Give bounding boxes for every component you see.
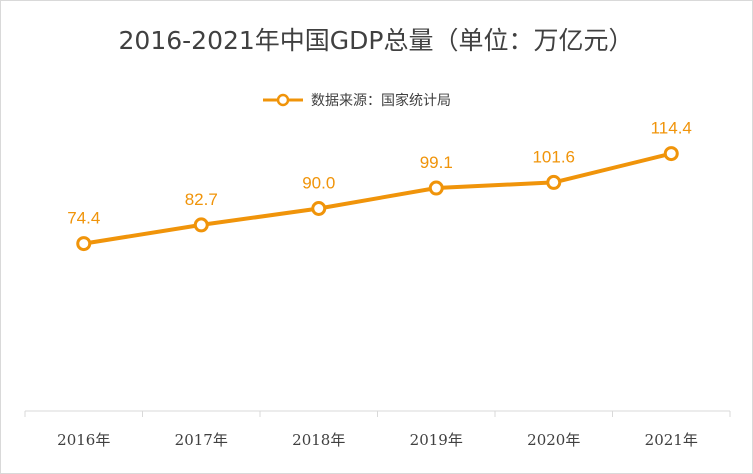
data-point xyxy=(546,174,562,190)
series-line xyxy=(81,151,674,246)
data-point xyxy=(663,146,679,162)
data-label: 74.4 xyxy=(67,209,100,228)
series-layer xyxy=(76,146,679,252)
data-point xyxy=(193,217,209,233)
x-tick-label: 2019年 xyxy=(410,431,463,449)
x-tick-label: 2016年 xyxy=(57,431,110,449)
legend-label: 数据来源：国家统计局 xyxy=(311,92,451,109)
data-point xyxy=(311,201,327,216)
data-label: 99.1 xyxy=(420,153,453,172)
data-label: 101.6 xyxy=(532,147,575,166)
data-point xyxy=(76,236,92,252)
x-tick-label: 2021年 xyxy=(645,431,698,449)
data-label: 114.4 xyxy=(651,119,692,138)
x-tick-label: 2017年 xyxy=(175,431,228,449)
chart-title: 2016-2021年中国GDP总量（单位：万亿元） xyxy=(119,26,634,55)
data-label: 90.0 xyxy=(302,174,335,193)
legend: 数据来源：国家统计局 xyxy=(263,92,451,109)
data-labels: 74.4 82.7 90.0 99.1 101.6 114.4 xyxy=(67,119,692,228)
legend-marker-swatch xyxy=(276,93,290,107)
x-axis: 2016年 2017年 2018年 2019年 2020年 2021年 xyxy=(24,410,731,449)
data-label: 82.7 xyxy=(185,190,218,209)
x-tick-label: 2020年 xyxy=(527,431,580,449)
x-tick-label: 2018年 xyxy=(292,431,345,449)
data-point xyxy=(428,180,444,196)
